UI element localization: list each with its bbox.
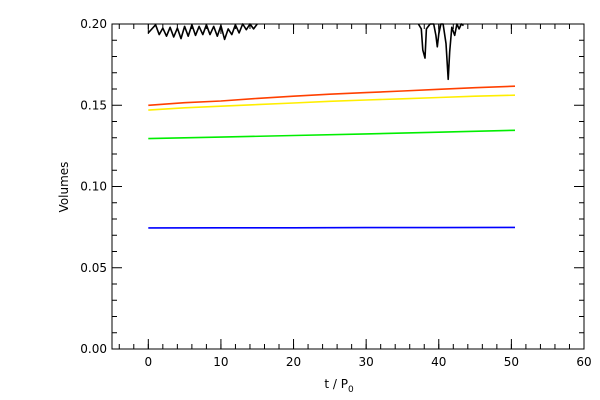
y-tick-label: 0.05	[80, 261, 107, 275]
plot-frame	[111, 23, 585, 350]
series-2-line	[148, 129, 516, 140]
series-1-line	[148, 94, 516, 111]
y-tick-label: 0.20	[80, 17, 107, 31]
x-tick-label: 40	[431, 355, 446, 369]
x-axis-label-subscript: 0	[348, 385, 354, 395]
axis-ticks	[112, 23, 585, 350]
x-tick-label: 0	[144, 355, 152, 369]
y-tick-label: 0.15	[80, 98, 107, 112]
series-3-line	[148, 226, 516, 229]
tick-labels: 0 10 20 30 40 50 60 0.00 0.05 0.10 0.15 0.20	[80, 17, 591, 369]
x-tick-label: 60	[576, 355, 591, 369]
x-axis-label: t / P0	[324, 377, 354, 395]
y-tick-label: 0.00	[80, 342, 107, 356]
series-layer	[147, 23, 516, 229]
x-axis-label-main: t / P	[324, 377, 348, 391]
series-4-line	[417, 23, 464, 81]
x-tick-label: 20	[286, 355, 301, 369]
series-0-line	[148, 85, 516, 107]
y-tick-label: 0.10	[80, 180, 107, 194]
x-tick-label: 50	[504, 355, 519, 369]
x-tick-label: 10	[213, 355, 228, 369]
x-tick-label: 30	[359, 355, 374, 369]
y-axis-label: Volumes	[57, 162, 71, 213]
series-4-line	[147, 23, 258, 41]
